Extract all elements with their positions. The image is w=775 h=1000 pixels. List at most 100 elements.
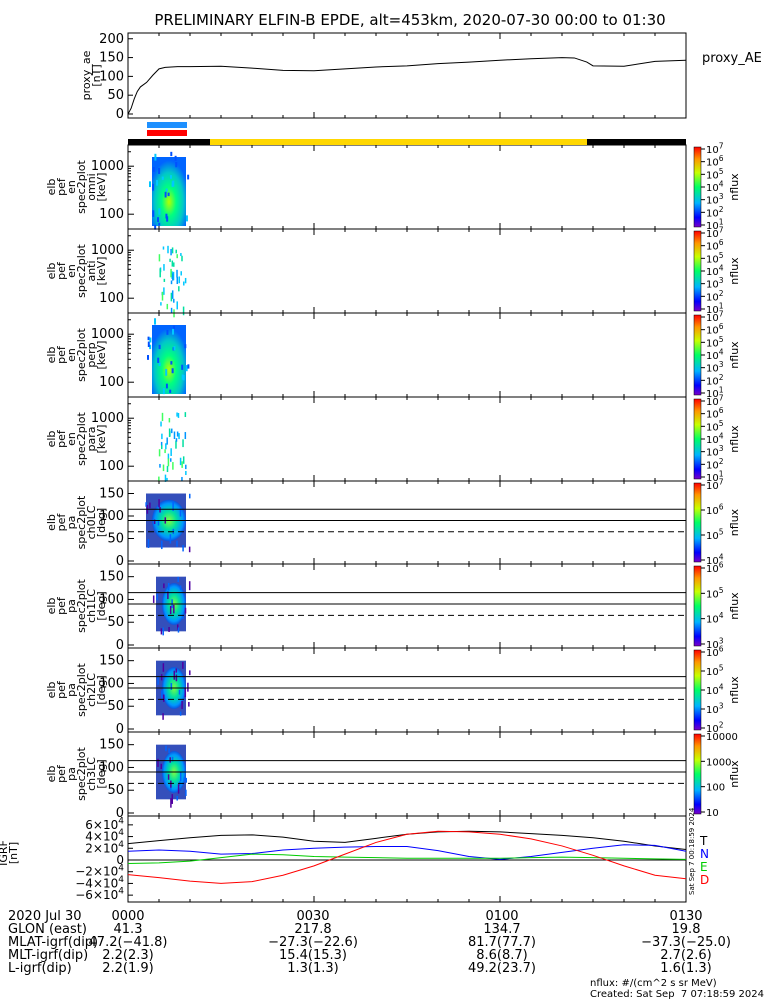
spectrogram-pixel — [160, 441, 163, 446]
colorbar-6: 103 104 105 106 nflux — [693, 561, 741, 651]
footer-row-value: 134.7 — [483, 922, 521, 937]
footer-row-label: MLAT-igrf(dip) — [8, 935, 99, 950]
ylabel-line: pef — [55, 764, 68, 783]
spectrogram-pixel — [169, 258, 171, 262]
colorbar-tick-label: 106 — [706, 503, 724, 518]
spec-axis-8 — [127, 731, 687, 817]
igrf-y-tick-label: −4×104 — [75, 875, 124, 890]
colorbar-tick-label: 106 — [706, 645, 724, 660]
ae-series-line — [127, 57, 687, 115]
colorbar-strip — [693, 146, 702, 228]
spectrogram-pixel — [184, 277, 187, 284]
spec-y-tick-label: 150 — [99, 738, 124, 753]
spectrogram-pixel — [170, 248, 172, 256]
spectrogram-pixel — [176, 796, 178, 801]
ylabel-line: omni — [85, 173, 98, 200]
spectrogram-pixel — [175, 249, 177, 254]
spectrogram-pixel — [161, 176, 164, 180]
spectrogram-pixel — [182, 439, 184, 448]
spec-y-tick-label: 100 — [99, 760, 124, 775]
footer-row-value: 2.7(2.6) — [660, 948, 712, 963]
igrf-y-tick-label: 0 — [116, 853, 124, 867]
colorbar-tick-label: 102 — [706, 721, 724, 736]
spec-axis-7 — [127, 647, 687, 733]
spectrogram-pixel — [172, 462, 174, 470]
ylabel-line: spec2plot — [75, 244, 88, 298]
spectrogram-pixel — [184, 412, 187, 418]
spectrogram-pixel — [169, 757, 171, 763]
ylabel-line: elb — [45, 347, 58, 364]
black-bar-left — [128, 139, 210, 145]
spectrogram-pixel — [168, 626, 170, 633]
spectrogram-pixel — [156, 179, 159, 186]
ylabel-line: ch0LC — [85, 505, 98, 539]
ylabel-line: elb — [45, 263, 58, 280]
spectrogram-pixel — [176, 269, 178, 278]
spectrogram-pixel — [182, 306, 185, 316]
ae-axis — [127, 32, 687, 119]
igrf-y-tick-label: −6×104 — [75, 887, 124, 902]
spectrogram-pixel — [163, 583, 165, 589]
spectrogram-pixel — [182, 614, 184, 620]
colorbar-label: nflux — [728, 676, 741, 704]
spectrogram-pixel — [170, 448, 172, 456]
spectrogram-pixel — [184, 344, 187, 349]
ylabel-line: pa — [65, 767, 78, 781]
spectrogram-pixel — [179, 508, 182, 517]
spectrogram-pixel — [166, 477, 168, 482]
spectrogram-pixel — [147, 539, 150, 548]
ylabel-line: spec2plot — [75, 579, 88, 633]
colorbar-strip — [693, 649, 702, 731]
spectrogram-pixel — [188, 493, 191, 499]
spectrogram-pixel — [177, 412, 180, 418]
spectrogram-pixel — [179, 771, 182, 782]
ylabel-line: [nT] — [7, 842, 20, 864]
footer-row-value: 41.3 — [113, 922, 143, 937]
colorbar-label: nflux — [728, 173, 741, 201]
footer-row-value: 81.7(77.7) — [467, 935, 537, 950]
spectrogram-pixel — [181, 255, 183, 262]
spectrogram-blob — [152, 325, 186, 394]
ae-y-tick-label: 0 — [116, 107, 124, 122]
spectrogram-pixel — [170, 280, 173, 285]
spectrogram-pixel — [177, 627, 180, 633]
colorbar-tick-label: 105 — [706, 419, 724, 434]
spectrogram-pixel — [169, 389, 172, 394]
figure-title: PRELIMINARY ELFIN-B EPDE, alt=453km, 202… — [154, 11, 665, 29]
spectrogram-pixel — [184, 607, 187, 614]
spectrogram-pixel — [172, 273, 174, 281]
spectrogram-pixel — [166, 329, 169, 335]
spectrogram-pixel — [188, 546, 191, 553]
spectrogram-pixel — [157, 217, 160, 223]
spectrogram-pixel — [152, 167, 155, 172]
colorbar-label: nflux — [728, 592, 741, 620]
spectrogram-pixel — [158, 476, 160, 482]
colorbar-tick-label: 107 — [706, 310, 724, 325]
spectrogram-pixel — [147, 341, 150, 348]
spec-y-tick-label: 150 — [99, 570, 124, 585]
spec-y-tick-label: 1000 — [91, 159, 124, 174]
ylabel-line: spec2plot — [75, 412, 88, 466]
ae-y-tick-label: 50 — [107, 88, 124, 103]
spectrogram-pixel — [167, 458, 170, 467]
spectrogram-pixel — [157, 676, 159, 685]
ylabel-line: [keV] — [95, 257, 108, 286]
ylabel-line: pef — [55, 261, 68, 280]
colorbar-tick-label: 102 — [706, 457, 724, 472]
ylabel-line: anti — [85, 260, 98, 281]
spectrogram-pixel — [168, 417, 171, 423]
spec-y-tick-label: 0 — [116, 638, 124, 653]
spec-axis-2 — [127, 228, 687, 314]
spectrogram-pixel — [176, 276, 179, 284]
spec-y-tick-label: 100 — [99, 676, 124, 691]
spectrogram-pixel — [167, 591, 169, 600]
spectrogram-pixel — [149, 502, 151, 509]
spectrogram-pixel — [175, 674, 178, 682]
spectrogram-pixel — [184, 688, 187, 698]
ylabel-line: elb — [45, 682, 58, 699]
spectrogram-pixel — [182, 662, 184, 669]
spectrogram-pixel — [173, 298, 175, 303]
